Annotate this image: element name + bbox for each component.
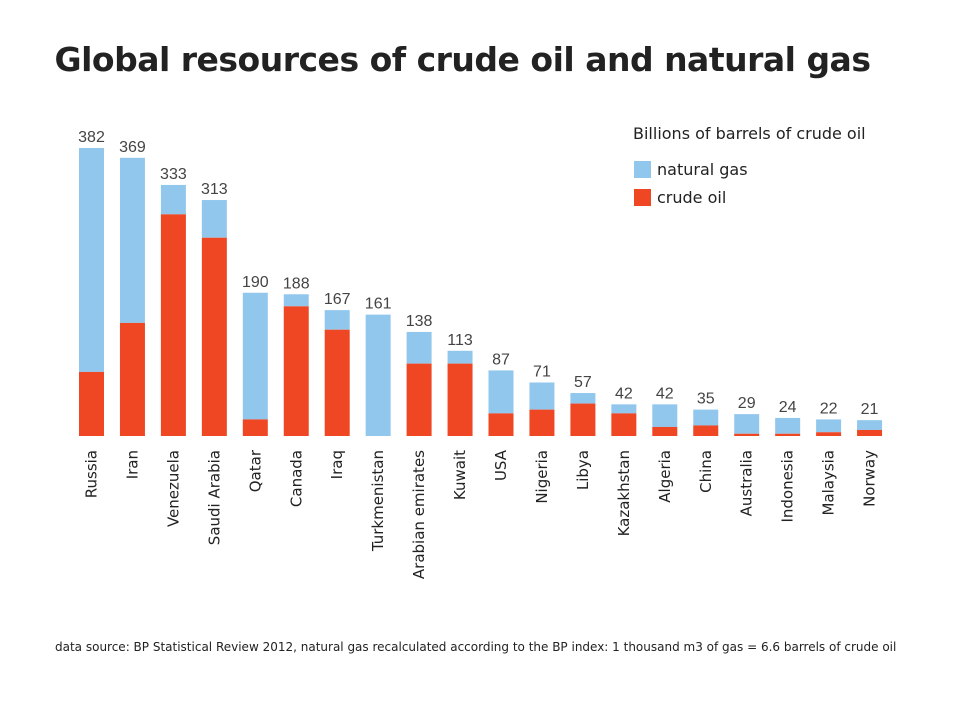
data-label: 190 [242,274,269,291]
category-label: Nigeria [533,450,551,504]
bar-natural-gas [324,310,350,330]
data-label: 42 [615,385,633,402]
category-label: Indonesia [779,450,797,523]
bar-crude-oil [283,306,309,436]
bar-natural-gas [693,409,719,426]
bar-natural-gas [406,331,432,364]
category-label: Australia [738,450,756,516]
legend-swatch-natural-gas [634,161,651,178]
legend-label-natural-gas: natural gas [657,160,748,179]
bar-natural-gas [160,184,186,215]
data-label: 57 [574,374,592,391]
category-label: China [697,450,715,493]
legend-swatch-crude-oil [634,189,651,206]
bar-crude-oil [693,425,719,436]
bar-natural-gas [570,393,596,404]
bar-natural-gas [816,419,842,433]
data-label: 21 [861,401,879,418]
bar-natural-gas [365,314,391,436]
data-source-note: data source: BP Statistical Review 2012,… [55,640,897,654]
data-label: 35 [697,391,715,408]
category-label: USA [492,449,510,481]
bar-crude-oil [775,433,801,436]
data-label: 42 [656,385,674,402]
data-label: 24 [779,399,797,416]
bar-natural-gas [447,350,473,364]
data-label: 87 [492,351,510,368]
bar-crude-oil [79,371,104,436]
data-label: 161 [365,296,392,313]
bar-crude-oil [242,419,268,436]
bar-natural-gas [79,148,104,372]
category-label: Russia [83,450,101,498]
category-label: Algeria [656,450,674,503]
bar-natural-gas [201,200,227,238]
bar-crude-oil [160,214,186,436]
bar-crude-oil [570,403,596,436]
bar-natural-gas [857,420,883,430]
bar-natural-gas [283,294,309,307]
data-label: 29 [738,395,756,412]
data-label: 71 [533,363,551,380]
category-label: Qatar [246,449,264,492]
bar-crude-oil [529,409,555,436]
category-label: Arabian emirates [410,450,428,579]
data-label: 167 [324,291,351,308]
bar-natural-gas [611,404,637,414]
bar-crude-oil [816,432,842,436]
bar-crude-oil [488,413,514,436]
category-label: Kazakhstan [615,450,633,536]
legend-label-crude-oil: crude oil [657,188,726,207]
data-label: 22 [820,400,838,417]
data-label: 313 [201,181,228,198]
bar-crude-oil [857,429,883,436]
category-label: Malaysia [820,450,838,516]
bar-natural-gas [488,370,514,414]
data-label: 188 [283,275,310,292]
category-label: Venezuela [164,450,182,527]
category-label: Iran [123,450,141,479]
data-label: 138 [406,313,433,330]
category-label: Canada [287,450,305,507]
bar-natural-gas [119,157,145,323]
bar-natural-gas [734,414,760,434]
bar-crude-oil [611,413,637,436]
category-label: Turkmenistan [369,450,387,552]
data-label: 113 [447,332,473,349]
bar-natural-gas [242,292,268,420]
category-label: Libya [574,450,592,490]
chart-title: Global resources of crude oil and natura… [54,40,871,79]
bar-crude-oil [406,363,432,436]
category-label: Kuwait [451,450,469,500]
bar-crude-oil [324,329,350,436]
bar-natural-gas [652,404,678,427]
bar-crude-oil [201,237,227,436]
category-label: Iraq [328,450,346,479]
data-label: 333 [160,166,187,183]
bar-crude-oil [119,322,145,436]
bar-natural-gas [775,417,801,434]
data-label: 369 [119,139,146,156]
legend-title: Billions of barrels of crude oil [633,124,866,143]
bar-natural-gas [529,382,555,410]
data-label: 382 [78,129,105,146]
category-label: Saudi Arabia [205,450,223,545]
bar-crude-oil [734,433,760,436]
bar-crude-oil [652,426,678,436]
bar-crude-oil [447,363,473,436]
category-label: Norway [861,450,879,507]
